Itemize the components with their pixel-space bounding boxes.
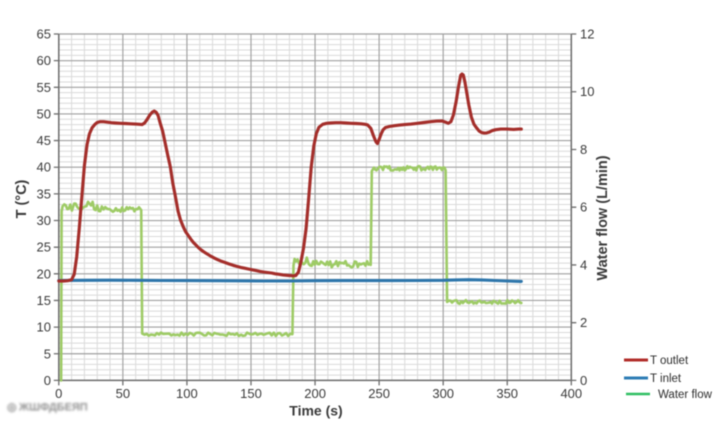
svg-text:10: 10	[37, 320, 51, 335]
svg-text:200: 200	[304, 386, 326, 401]
svg-text:60: 60	[37, 53, 51, 68]
svg-text:55: 55	[37, 80, 51, 95]
svg-text:100: 100	[176, 386, 198, 401]
svg-text:0: 0	[44, 373, 51, 388]
svg-text:Water flow: Water flow	[658, 389, 713, 401]
svg-text:250: 250	[368, 386, 390, 401]
svg-text:8: 8	[580, 142, 587, 157]
svg-text:5: 5	[44, 346, 51, 361]
svg-text:4: 4	[580, 257, 587, 272]
svg-text:T inlet: T inlet	[650, 373, 682, 385]
svg-text:15: 15	[37, 293, 51, 308]
svg-text:0: 0	[55, 386, 62, 401]
svg-text:Water flow (L/min): Water flow (L/min)	[595, 155, 611, 280]
svg-text:25: 25	[37, 240, 51, 255]
svg-text:Time (s): Time (s)	[289, 403, 342, 419]
svg-text:20: 20	[37, 266, 51, 281]
svg-text:0: 0	[580, 373, 587, 388]
svg-text:30: 30	[37, 213, 51, 228]
svg-text:50: 50	[116, 386, 130, 401]
svg-text:12: 12	[580, 27, 594, 42]
svg-text:300: 300	[432, 386, 454, 401]
svg-text:50: 50	[37, 106, 51, 121]
svg-text:T (°C): T (°C)	[14, 179, 30, 218]
svg-text:150: 150	[240, 386, 262, 401]
svg-text:◎: ◎	[7, 402, 17, 414]
svg-text:35: 35	[37, 186, 51, 201]
svg-text:65: 65	[37, 27, 51, 42]
svg-text:40: 40	[37, 160, 51, 175]
svg-text:T outlet: T outlet	[650, 355, 689, 367]
svg-text:400: 400	[560, 386, 582, 401]
svg-text:6: 6	[580, 200, 587, 215]
svg-text:10: 10	[580, 84, 594, 99]
svg-text:45: 45	[37, 133, 51, 148]
svg-text:350: 350	[496, 386, 518, 401]
svg-text:2: 2	[580, 315, 587, 330]
svg-text:ЖШФДБЕЯП: ЖШФДБЕЯП	[18, 402, 88, 414]
